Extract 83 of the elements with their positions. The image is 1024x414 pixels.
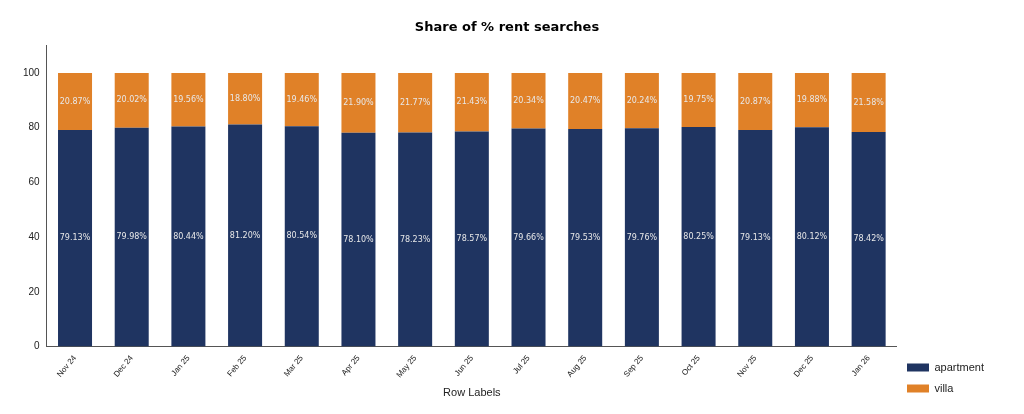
data-label: 79.98%: [116, 232, 148, 242]
bar: [454, 131, 489, 347]
data-label: 78.57%: [456, 234, 488, 244]
data-label: 79.53%: [569, 232, 601, 242]
data-label: 21.77%: [399, 97, 431, 107]
data-label: 78.23%: [399, 234, 431, 244]
bar: [794, 72, 829, 128]
y-tick-label: 20: [28, 285, 41, 297]
bar: [284, 126, 319, 347]
y-tick-label: 100: [23, 66, 41, 78]
data-label: 20.24%: [626, 95, 658, 105]
x-tick-label: Oct 25: [679, 353, 703, 378]
bar: [114, 72, 149, 128]
x-tick-label: Sep 25: [621, 353, 646, 379]
bar: [58, 130, 93, 347]
y-tick-label: 0: [34, 340, 41, 352]
data-label: 20.87%: [740, 96, 771, 106]
bar: [398, 132, 433, 347]
bar: [568, 128, 603, 347]
bar: [228, 124, 263, 347]
bar: [58, 72, 93, 131]
data-label: 21.90%: [343, 97, 375, 107]
x-tick-label: Jan 26: [849, 353, 873, 378]
bar: [341, 132, 376, 347]
x-tick-label: Jul 25: [511, 353, 533, 376]
data-label: 80.12%: [796, 232, 828, 242]
data-label: 79.66%: [513, 232, 545, 242]
bar: [851, 72, 886, 132]
bar: [681, 126, 716, 347]
data-label: 20.47%: [569, 96, 601, 106]
bar: [454, 72, 489, 132]
data-label: 79.13%: [740, 233, 771, 243]
bar: [341, 72, 376, 133]
chart-title: Share of % rent searches: [414, 19, 600, 35]
bar: [398, 72, 433, 133]
data-label: 20.02%: [116, 95, 148, 105]
y-tick-label: 80: [28, 121, 41, 133]
data-label: 79.13%: [59, 233, 91, 243]
bar: [851, 132, 886, 347]
x-tick-label: Dec 25: [792, 353, 816, 379]
x-tick-label: Mar 25: [282, 353, 306, 379]
x-tick-label: Nov 24: [55, 353, 79, 379]
data-label: 19.56%: [173, 94, 205, 104]
bar: [228, 72, 263, 125]
data-label: 80.44%: [173, 231, 205, 241]
data-label: 21.43%: [456, 97, 488, 107]
bar: [171, 72, 206, 127]
bar: [738, 72, 773, 131]
x-tick-label: Feb 25: [225, 353, 249, 379]
bar: [738, 130, 773, 347]
data-label: 78.10%: [343, 234, 375, 244]
legend-label: apartment: [934, 360, 984, 373]
data-label: 79.76%: [626, 232, 658, 242]
data-label: 18.80%: [229, 93, 261, 103]
data-label: 19.75%: [683, 95, 715, 105]
x-tick-label: Nov 25: [735, 353, 759, 379]
x-tick-label: Jan 25: [169, 353, 192, 378]
data-label: 78.42%: [853, 234, 885, 244]
data-label: 19.46%: [286, 94, 318, 104]
data-label: 81.20%: [229, 230, 261, 240]
x-axis-title: Row Labels: [443, 386, 502, 399]
bar: [171, 126, 206, 347]
bar: [624, 72, 659, 129]
data-label: 21.58%: [853, 97, 885, 107]
bar: [624, 128, 659, 347]
data-label: 20.87%: [59, 96, 91, 106]
bar: [114, 127, 149, 347]
x-tick-label: Apr 25: [339, 353, 363, 378]
bar: [794, 127, 829, 347]
y-tick-label: 60: [28, 176, 41, 188]
data-label: 80.54%: [286, 231, 318, 241]
x-tick-label: Jun 25: [452, 353, 476, 378]
bar: [511, 128, 546, 347]
bar: [511, 72, 546, 129]
data-label: 80.25%: [683, 231, 715, 241]
data-label: 20.34%: [513, 95, 545, 105]
bar: [568, 72, 603, 129]
y-tick-label: 40: [28, 230, 41, 242]
legend-label: villa: [934, 381, 955, 394]
bar: [681, 72, 716, 127]
bar: [284, 72, 319, 127]
x-tick-label: Dec 24: [111, 353, 136, 379]
data-label: 19.88%: [796, 95, 828, 105]
